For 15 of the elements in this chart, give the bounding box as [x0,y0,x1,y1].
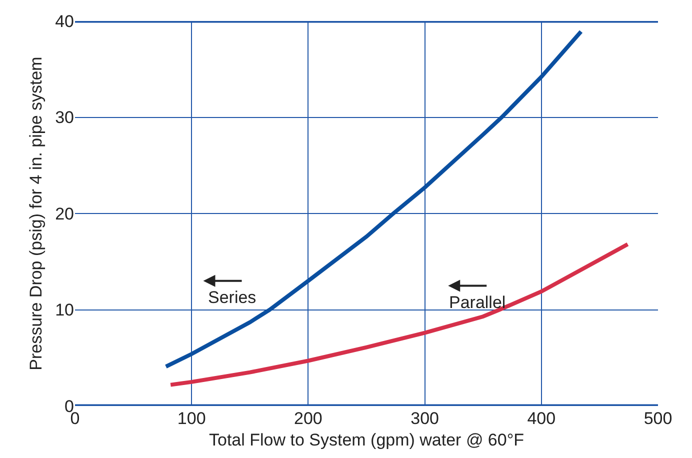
y-tick-label: 20 [55,204,74,224]
line-series [164,30,584,369]
x-tick-label: 400 [527,409,556,428]
line-series [168,242,630,387]
x-tick-label: 200 [294,409,322,428]
x-axis-title: Total Flow to System (gpm) water @ 60°F [208,430,524,450]
y-tick-label: 30 [55,108,74,128]
y-axis-title: Pressure Drop (psig) for 4 in. pipe system [26,56,46,370]
series-label: Parallel [449,293,506,312]
y-tick-label: 10 [55,300,74,320]
y-tick-label: 40 [55,12,74,31]
x-tick-label: 500 [644,409,672,428]
x-tick-label: 300 [410,409,439,428]
x-tick-label: 100 [177,409,206,428]
series-label: Series [208,288,256,307]
